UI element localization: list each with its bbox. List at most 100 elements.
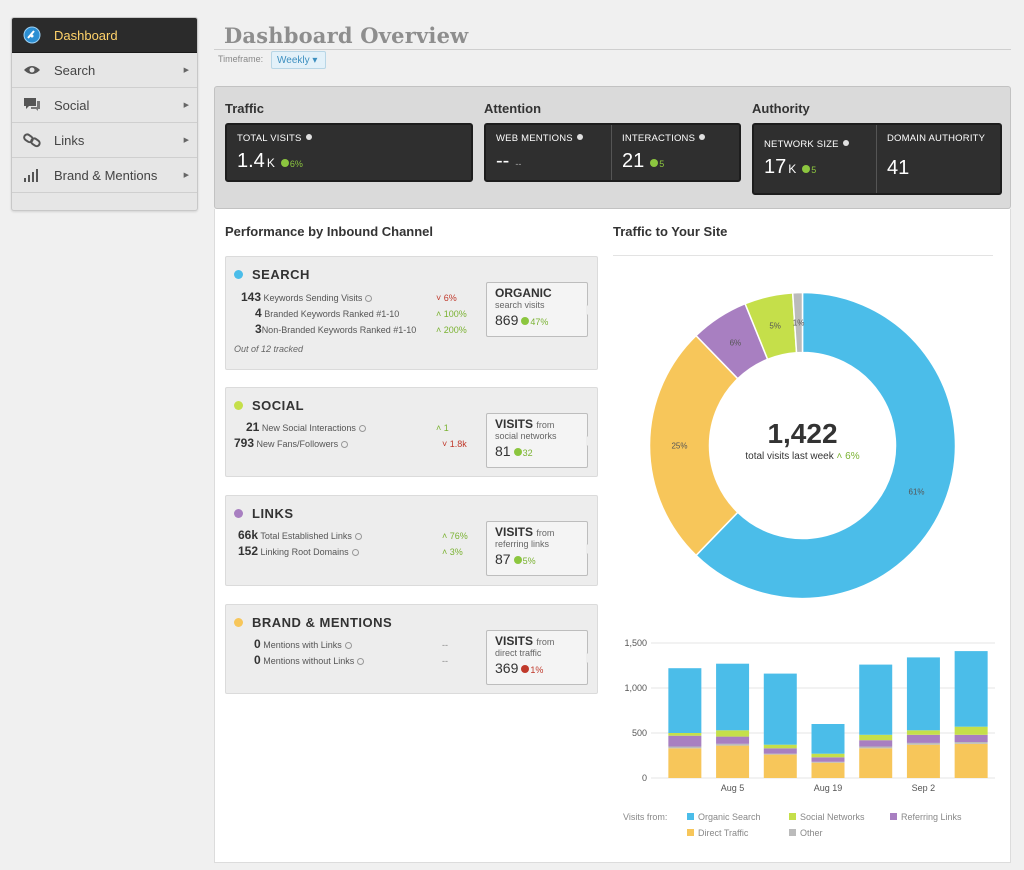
social-visits-box[interactable]: VISITS from social networks 81 32	[486, 413, 592, 468]
bar-segment[interactable]	[906, 657, 940, 731]
bar-segment[interactable]	[954, 651, 988, 727]
bar-segment[interactable]	[763, 748, 797, 754]
bar-segment[interactable]	[859, 746, 893, 749]
bar-segment[interactable]	[859, 734, 893, 741]
bar-segment[interactable]	[811, 762, 845, 778]
y-tick-label: 1,000	[624, 683, 647, 693]
bar-segment[interactable]	[763, 673, 797, 745]
bar-segment[interactable]	[668, 735, 702, 747]
bar-segment[interactable]	[954, 742, 988, 744]
bar-segment[interactable]	[763, 753, 797, 755]
donut-slice[interactable]	[648, 334, 739, 557]
info-icon[interactable]	[699, 134, 706, 140]
info-icon[interactable]	[305, 134, 312, 140]
bar-segment[interactable]	[716, 736, 750, 744]
bar-segment[interactable]	[859, 740, 893, 747]
bar-segment[interactable]	[859, 664, 893, 735]
social-channel-panel: SOCIAL 21 New Social Interactions ˄ 1 79…	[225, 387, 598, 477]
bar-segment[interactable]	[668, 746, 702, 749]
bar-segment[interactable]	[716, 743, 750, 746]
links-visits-box[interactable]: VISITS from referring links 87 5%	[486, 521, 592, 576]
web-mentions-label: WEB MENTIONS	[496, 133, 573, 144]
web-mentions-change: --	[515, 159, 522, 169]
legend-organic[interactable]: Organic Search	[687, 812, 761, 822]
x-tick-label: Sep 2	[912, 783, 936, 793]
x-tick-label: Aug 19	[814, 783, 843, 793]
bar-segment[interactable]	[954, 726, 988, 735]
organic-visits-box[interactable]: ORGANIC search visits 869 47%	[486, 282, 592, 337]
metric-number: 793	[234, 436, 255, 450]
interactions-cell[interactable]: INTERACTIONS 21 5	[611, 125, 739, 180]
donut-change: ˄ 6%	[836, 451, 860, 462]
legend-social[interactable]: Social Networks	[789, 812, 865, 822]
sidebar-item-label: Social	[54, 97, 90, 113]
bar-segment[interactable]	[954, 734, 988, 742]
bar-segment[interactable]	[763, 744, 797, 749]
brand-visits-box[interactable]: VISITS from direct traffic 369 1%	[486, 630, 592, 685]
bar-segment[interactable]	[906, 744, 940, 778]
help-icon[interactable]	[357, 658, 365, 665]
help-icon[interactable]	[365, 295, 373, 302]
bar-segment[interactable]	[716, 730, 750, 737]
help-icon[interactable]	[354, 533, 362, 540]
legend-swatch	[687, 813, 694, 820]
bar-segment[interactable]	[906, 742, 940, 745]
metric-row: 152 Linking Root Domains	[238, 544, 359, 558]
donut-slice-label: 1%	[793, 319, 805, 328]
bar-segment[interactable]	[811, 724, 845, 754]
bar-segment[interactable]	[906, 730, 940, 735]
y-tick-label: 1,500	[624, 638, 647, 648]
sidebar-item-search[interactable]: Search ▶	[12, 53, 197, 88]
traffic-heading: Traffic	[225, 101, 265, 116]
help-icon[interactable]	[358, 425, 366, 432]
legend-direct[interactable]: Direct Traffic	[687, 828, 748, 838]
sidebar-item-links[interactable]: Links ▶	[12, 123, 197, 158]
metric-change: ˄ 76%	[442, 531, 468, 541]
sidebar-item-brand-mentions[interactable]: Brand & Mentions ▶	[12, 158, 197, 193]
links-box-change: 5%	[522, 556, 536, 566]
help-icon[interactable]	[344, 642, 352, 649]
metric-change-value: 76%	[449, 531, 468, 541]
authority-heading: Authority	[752, 101, 810, 116]
sidebar-item-social[interactable]: Social ▶	[12, 88, 197, 123]
bar-segment[interactable]	[906, 734, 940, 743]
links-channel-panel: LINKS 66k Total Established Links ˄ 76% …	[225, 495, 598, 586]
sidebar-item-dashboard[interactable]: Dashboard	[12, 18, 197, 53]
legend-swatch	[789, 813, 796, 820]
donut-slice[interactable]	[791, 291, 804, 354]
web-mentions-cell[interactable]: WEB MENTIONS -- --	[486, 125, 611, 180]
bar-segment[interactable]	[811, 757, 845, 762]
timeframe-dropdown[interactable]: Weekly ▾	[271, 51, 326, 69]
legend-referring[interactable]: Referring Links	[890, 812, 962, 822]
web-mentions-value: --	[496, 150, 510, 172]
help-icon[interactable]	[351, 549, 359, 556]
bar-segment[interactable]	[668, 733, 702, 736]
bar-segment[interactable]	[954, 743, 988, 778]
bar-segment[interactable]	[811, 753, 845, 758]
bar-segment[interactable]	[811, 761, 845, 763]
legend-other[interactable]: Other	[789, 828, 823, 838]
brand-channel-panel: BRAND & MENTIONS 0 Mentions with Links -…	[225, 604, 598, 694]
bar-segment[interactable]	[716, 663, 750, 731]
metric-change: --	[442, 656, 448, 666]
domain-authority-cell[interactable]: DOMAIN AUTHORITY 41	[876, 125, 1000, 193]
donut-slice[interactable]	[694, 291, 957, 600]
bar-chart-icon	[22, 166, 42, 184]
info-icon[interactable]	[576, 134, 583, 140]
bar-segment[interactable]	[668, 748, 702, 778]
bar-segment[interactable]	[859, 748, 893, 778]
network-size-cell[interactable]: NETWORK SIZE 17 K 5	[754, 125, 876, 193]
info-icon[interactable]	[842, 140, 849, 146]
legend-swatch	[890, 813, 897, 820]
bar-segment[interactable]	[763, 754, 797, 778]
section-divider	[613, 255, 993, 256]
help-icon[interactable]	[341, 441, 349, 448]
total-visits-card[interactable]: TOTAL VISITS 1.4 K 6%	[225, 123, 473, 182]
sidebar-item-label: Links	[54, 132, 85, 148]
bar-segment[interactable]	[716, 745, 750, 778]
donut-slice-label: 6%	[730, 338, 742, 347]
metric-number: 21	[246, 420, 260, 434]
metric-label: New Social Interactions	[261, 423, 356, 433]
bar-segment[interactable]	[668, 668, 702, 733]
metric-change-value: 6%	[443, 293, 457, 303]
